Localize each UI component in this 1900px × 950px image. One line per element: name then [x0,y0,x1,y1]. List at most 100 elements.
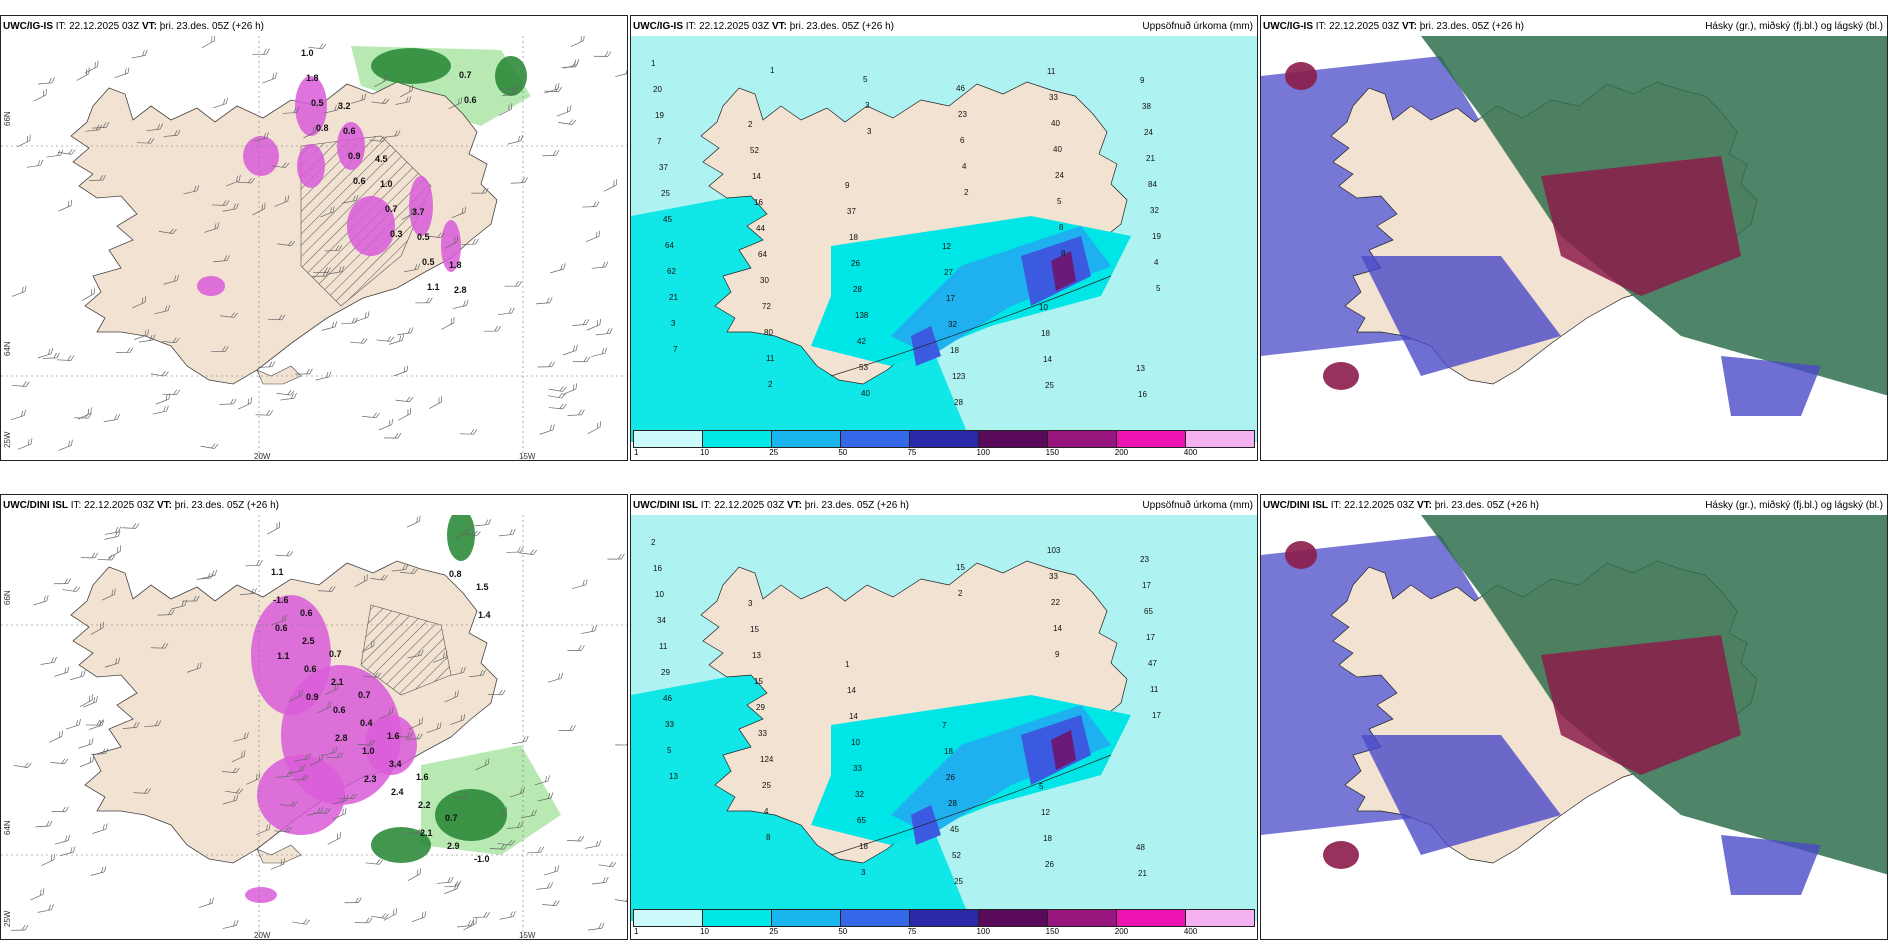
legend-tick: 25 [769,927,779,936]
precip-value: 16 [754,198,763,207]
precip-value: 64 [758,250,767,259]
wind-barb [497,839,516,846]
wind-barb [603,179,618,192]
wind-barb [81,287,95,301]
wind-barb [10,409,26,421]
phase-value: 0.6 [275,623,288,633]
wind-barb [280,392,297,401]
wind-barb [400,568,418,574]
accumulated-precip-map: 1291210132052372718161914181714971626322… [631,36,1257,442]
panel-title: UWC/DINI ISL IT: 22.12.2025 03Z VT: þri.… [1263,500,1539,511]
precip-legend: 1 10 25 50 75 100 150 200 400 [633,430,1255,458]
wind-barb [289,689,303,702]
wind-barb [498,528,516,537]
wind-barb [542,900,560,906]
phase-value: 1.6 [416,772,429,782]
wind-barb [275,770,293,778]
phase-value: -1.6 [273,595,289,605]
panel-title: UWC/DINI ISL IT: 22.12.2025 03Z VT: þri.… [633,500,909,511]
precip-value: 10 [851,738,860,747]
wind-barb [291,774,309,781]
legend-tick: 100 [976,927,990,936]
wind-barb [266,521,281,535]
wind-barb [213,255,230,263]
wind-barb [463,917,477,931]
wind-barb [567,645,585,652]
wind-barb [614,896,627,903]
wind-barb [450,713,466,725]
precip-value: 33 [665,720,674,729]
lat-label-25w: 25W [3,431,12,448]
wind-barb [489,843,508,850]
precip-value: 4 [1154,258,1159,267]
wind-barb [354,917,373,924]
wind-barb [33,89,47,102]
legend-swatch [1048,431,1117,447]
precip-value: 5 [863,75,868,84]
wind-barb [365,859,384,865]
wind-barb [542,149,560,157]
wind-barb [240,588,257,596]
wind-barb [607,553,625,560]
legend-tick: 10 [700,927,710,936]
wind-barb [157,609,175,616]
wind-barb [122,721,140,729]
precip-value: 25 [1045,381,1054,390]
wind-barb [49,730,63,743]
phase-value: 0.9 [306,692,319,702]
phase-value: 1.0 [362,746,375,756]
wind-barb [561,61,579,68]
wind-barb [527,846,545,854]
panel-precip-row0: UWC/IG-IS IT: 22.12.2025 03Z VT: þri. 23… [630,15,1258,461]
wind-barb [615,739,627,746]
precip-value: 1 [651,59,656,68]
wind-barb [537,792,554,802]
wind-barb [408,717,423,730]
wind-barb [587,922,605,931]
wind-barb [572,356,591,363]
wind-barb [65,719,81,730]
wind-barb [90,621,104,635]
legend-swatch [910,910,979,926]
wind-barb [509,786,525,798]
precip-legend: 1 10 25 50 75 100 150 200 400 [633,909,1255,937]
wind-barb [567,409,585,416]
phase-value: 1.8 [449,260,462,270]
panel-variable-label: Uppsöfnuð úrkoma (mm) [1142,500,1253,511]
wind-barb [370,574,388,581]
wind-barb [313,808,331,814]
wind-barb [586,318,602,331]
wind-barb [51,806,69,813]
wind-barb [161,337,180,344]
wind-barb [401,207,415,220]
wind-barb [548,403,567,410]
legend-swatch [979,431,1048,447]
wind-barb [379,706,394,720]
snow-area [365,715,417,775]
precip-value: 26 [1045,860,1054,869]
phase-value: 2.5 [302,636,315,646]
wind-barb [582,201,600,208]
precip-value: 2 [768,380,773,389]
wind-barb [326,752,344,759]
legend-tick: 150 [1045,927,1060,936]
wind-barb [591,261,609,269]
precip-value: 32 [1150,206,1159,215]
wind-barb [74,413,92,419]
precip-value: 6 [960,136,965,145]
wind-barb [591,876,609,885]
wind-barb [270,858,285,870]
wind-barb [70,670,86,681]
wind-barb [320,205,335,218]
precip-value: 17 [1152,711,1161,720]
wind-barb [57,149,76,155]
precip-value: 11 [766,354,775,363]
wind-barb [30,888,45,901]
wind-barb [388,334,405,345]
phase-value: 0.6 [333,705,346,715]
wind-barb [398,407,412,421]
wind-barb [562,344,578,356]
precip-value: 80 [764,328,773,337]
precip-value: 33 [853,764,862,773]
phase-value: 0.7 [385,204,398,214]
